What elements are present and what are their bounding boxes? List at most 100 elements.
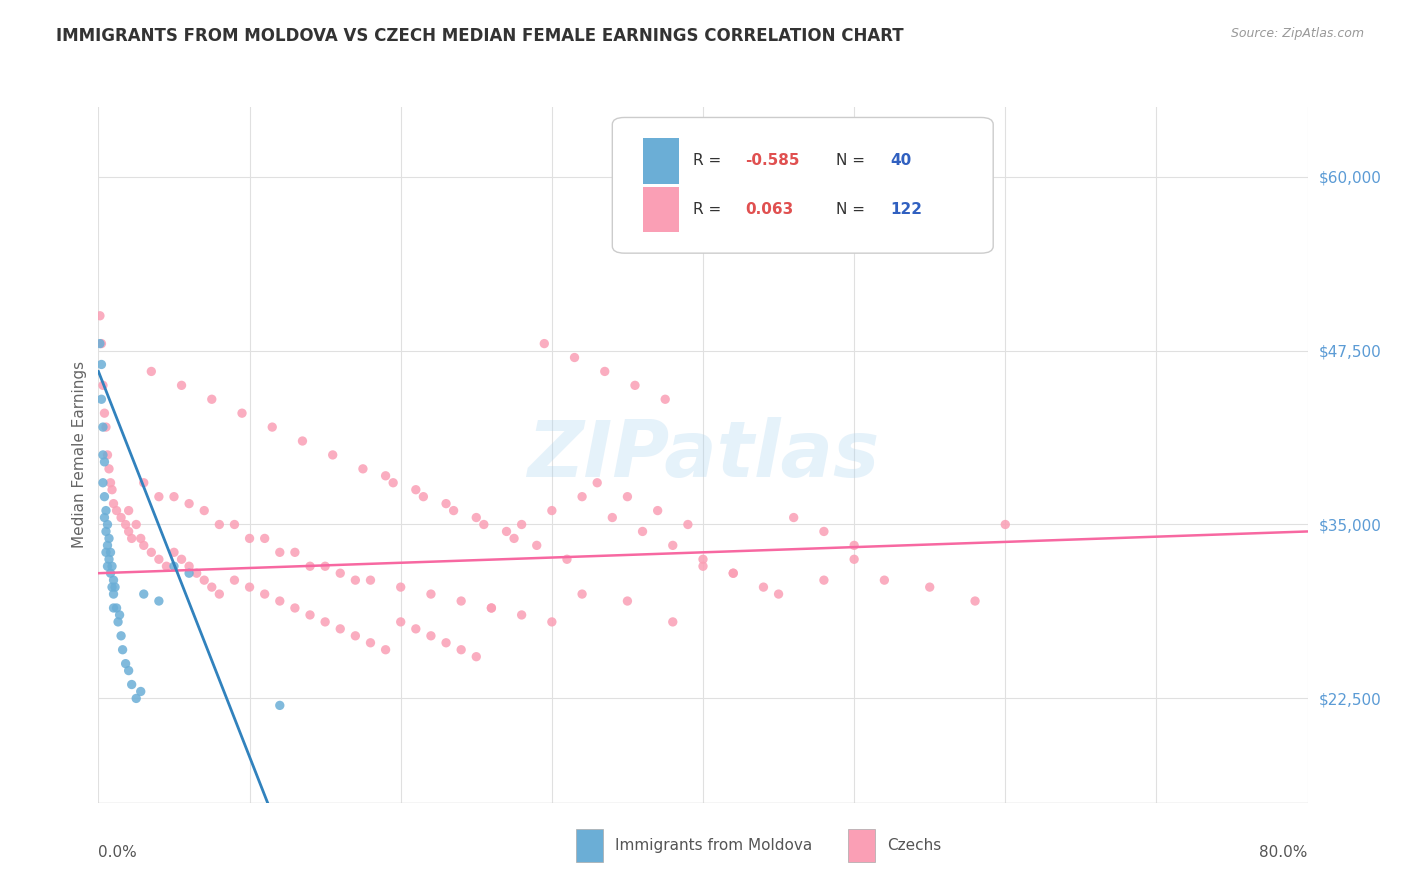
- Point: [616, 594, 638, 608]
- Point: [299, 607, 322, 622]
- Point: [155, 559, 177, 574]
- Point: [443, 503, 465, 517]
- Point: [994, 517, 1017, 532]
- Point: [193, 503, 215, 517]
- Point: [647, 503, 669, 517]
- Point: [510, 607, 533, 622]
- Point: [405, 483, 427, 497]
- Point: [93, 490, 115, 504]
- Point: [533, 336, 555, 351]
- Bar: [643, 138, 679, 184]
- Text: 0.0%: 0.0%: [98, 845, 138, 860]
- Text: ZIPatlas: ZIPatlas: [527, 417, 879, 493]
- Point: [148, 490, 170, 504]
- Point: [284, 545, 307, 559]
- Point: [540, 503, 562, 517]
- Text: IMMIGRANTS FROM MOLDOVA VS CZECH MEDIAN FEMALE EARNINGS CORRELATION CHART: IMMIGRANTS FROM MOLDOVA VS CZECH MEDIAN …: [56, 27, 904, 45]
- Point: [389, 580, 412, 594]
- Point: [540, 615, 562, 629]
- Point: [114, 517, 136, 532]
- Point: [98, 462, 121, 476]
- Point: [721, 566, 744, 581]
- Point: [94, 503, 117, 517]
- Point: [352, 462, 374, 476]
- Text: R =: R =: [693, 202, 727, 217]
- Point: [118, 503, 141, 517]
- Point: [419, 587, 441, 601]
- Point: [91, 475, 114, 490]
- Point: [631, 524, 654, 539]
- Point: [103, 587, 125, 601]
- Point: [450, 594, 472, 608]
- Point: [105, 601, 128, 615]
- Point: [89, 336, 111, 351]
- Point: [813, 573, 835, 587]
- Point: [253, 587, 276, 601]
- Point: [472, 517, 495, 532]
- Point: [93, 510, 115, 524]
- Point: [495, 524, 517, 539]
- Point: [389, 615, 412, 629]
- Point: [90, 358, 112, 372]
- Point: [129, 684, 152, 698]
- Point: [141, 545, 163, 559]
- Point: [90, 336, 112, 351]
- Point: [374, 468, 396, 483]
- Point: [96, 559, 118, 574]
- Point: [121, 677, 143, 691]
- Point: [873, 573, 896, 587]
- Point: [593, 364, 616, 378]
- Point: [121, 532, 143, 546]
- Point: [96, 538, 118, 552]
- Point: [360, 636, 382, 650]
- Point: [110, 629, 132, 643]
- Point: [752, 580, 775, 594]
- Point: [94, 524, 117, 539]
- Point: [918, 580, 941, 594]
- Point: [419, 629, 441, 643]
- Point: [129, 532, 152, 546]
- Point: [564, 351, 586, 365]
- Point: [239, 580, 262, 594]
- Point: [177, 566, 201, 581]
- Point: [208, 587, 231, 601]
- Point: [132, 587, 155, 601]
- Point: [382, 475, 405, 490]
- Point: [314, 615, 336, 629]
- Point: [132, 475, 155, 490]
- Point: [768, 587, 790, 601]
- Point: [481, 601, 503, 615]
- Point: [322, 448, 344, 462]
- Point: [103, 497, 125, 511]
- Point: [98, 532, 121, 546]
- Point: [661, 615, 683, 629]
- Point: [291, 434, 314, 448]
- Text: Source: ZipAtlas.com: Source: ZipAtlas.com: [1230, 27, 1364, 40]
- Point: [177, 559, 201, 574]
- Point: [434, 497, 457, 511]
- Point: [782, 510, 804, 524]
- Point: [844, 538, 866, 552]
- Point: [965, 594, 987, 608]
- Point: [91, 420, 114, 434]
- Point: [96, 448, 118, 462]
- Point: [571, 587, 593, 601]
- Point: [101, 559, 124, 574]
- Point: [329, 622, 352, 636]
- Point: [91, 448, 114, 462]
- Point: [526, 538, 548, 552]
- Point: [555, 552, 578, 566]
- Point: [110, 510, 132, 524]
- Point: [374, 642, 396, 657]
- Point: [186, 566, 208, 581]
- Point: [100, 545, 122, 559]
- Point: [224, 517, 246, 532]
- Point: [465, 649, 488, 664]
- Point: [676, 517, 699, 532]
- Point: [170, 378, 193, 392]
- Point: [170, 552, 193, 566]
- Point: [450, 642, 472, 657]
- Point: [94, 420, 117, 434]
- Text: Czechs: Czechs: [887, 838, 941, 853]
- Point: [107, 615, 129, 629]
